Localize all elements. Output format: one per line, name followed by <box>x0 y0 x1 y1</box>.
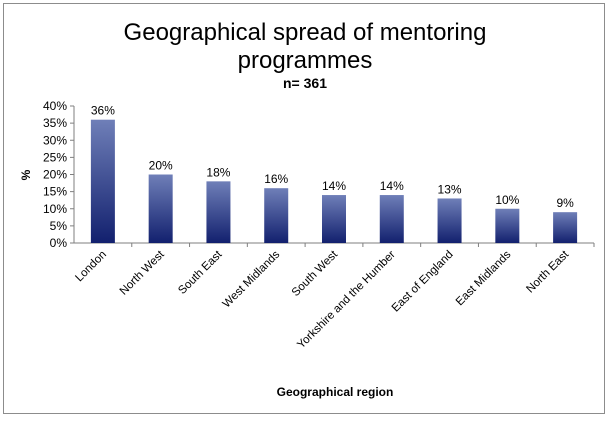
bar-east-of-england <box>437 198 462 243</box>
data-label: 36% <box>91 104 115 118</box>
x-tick-label: Yorkshire and the Humber <box>295 249 398 352</box>
data-label: 9% <box>556 196 574 210</box>
chart-title-line-2: programmes <box>238 47 373 74</box>
bar-south-east <box>206 181 231 243</box>
y-axis-label: % <box>19 169 33 180</box>
bar-west-midlands <box>264 188 289 243</box>
x-tick-label: West Midlands <box>221 248 283 310</box>
y-tick-label: 30% <box>43 133 67 147</box>
x-tick-label: South West <box>290 248 341 299</box>
x-tick-label: East Midlands <box>454 248 514 308</box>
bar-east-midlands <box>495 208 520 243</box>
bar-yorkshire-and-the-humber <box>379 195 404 243</box>
x-tick-label: London <box>73 249 109 285</box>
x-axis-label: Geographical region <box>277 385 394 399</box>
y-tick-label: 5% <box>50 219 68 233</box>
y-axis-ticks: 0% 5% 10% 15% 20% 25% 30% 35% 40% <box>43 99 74 250</box>
data-label: 18% <box>206 165 230 179</box>
y-tick-label: 35% <box>43 116 67 130</box>
data-labels-group: 36% 20% 18% 16% 14% 14% 13% 10% 9% <box>91 104 574 210</box>
data-label: 14% <box>322 179 346 193</box>
data-label: 16% <box>264 172 288 186</box>
y-tick-label: 0% <box>50 236 68 250</box>
data-label: 20% <box>149 159 173 173</box>
bar-north-west <box>148 174 173 243</box>
bar-london <box>90 119 115 243</box>
data-label: 13% <box>438 182 462 196</box>
chart-subtitle: n= 361 <box>283 75 327 91</box>
bar-north-east <box>553 212 578 243</box>
bar-south-west <box>322 195 346 243</box>
data-label: 14% <box>380 179 404 193</box>
bars-group <box>90 119 578 243</box>
y-tick-label: 15% <box>43 185 67 199</box>
y-tick-label: 20% <box>43 168 67 182</box>
y-tick-label: 25% <box>43 150 67 164</box>
data-label: 10% <box>495 193 519 207</box>
chart-title-line-1: Geographical spread of mentoring <box>124 19 487 46</box>
x-tick-label: East of England <box>390 249 456 315</box>
x-tick-label: North West <box>118 248 168 298</box>
y-tick-label: 10% <box>43 202 67 216</box>
x-tick-label: North East <box>524 248 571 295</box>
y-tick-label: 40% <box>43 99 67 113</box>
x-tick-label: South East <box>176 248 225 297</box>
